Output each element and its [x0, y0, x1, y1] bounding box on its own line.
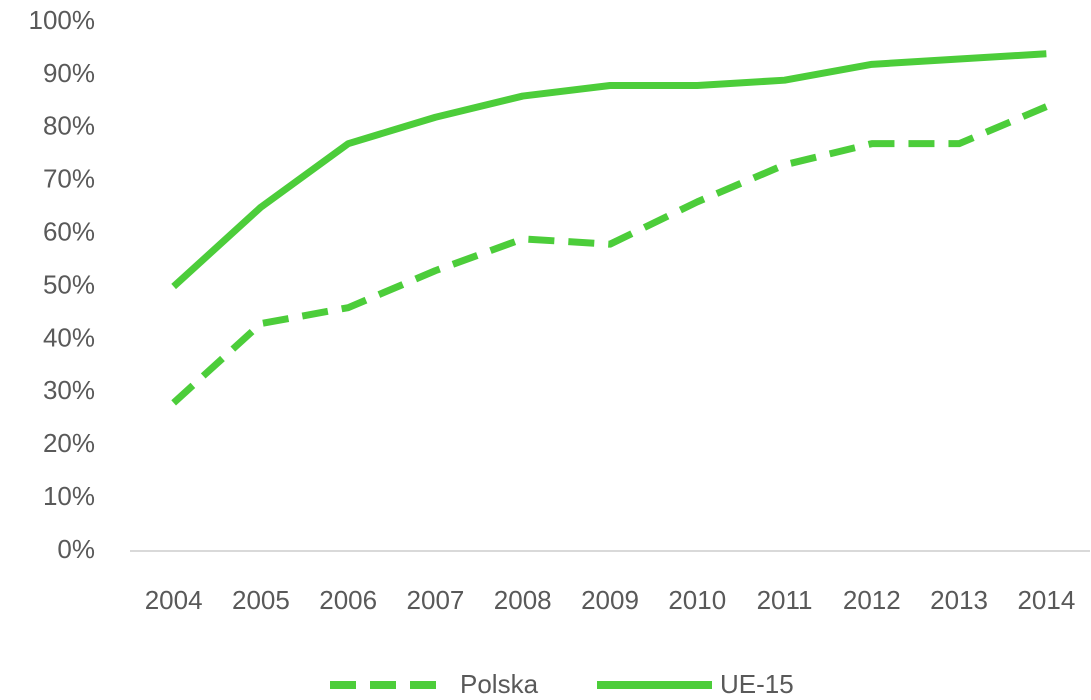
y-tick-label: 50% [43, 269, 95, 299]
x-tick-label: 2013 [930, 585, 988, 615]
y-tick-label: 90% [43, 58, 95, 88]
y-tick-label: 10% [43, 481, 95, 511]
y-tick-label: 0% [57, 534, 95, 564]
y-tick-label: 20% [43, 428, 95, 458]
x-tick-label: 2010 [668, 585, 726, 615]
x-tick-label: 2014 [1017, 585, 1075, 615]
legend-label: Polska [460, 669, 539, 699]
x-tick-label: 2007 [407, 585, 465, 615]
y-tick-label: 30% [43, 375, 95, 405]
line-series [171, 50, 1047, 290]
x-tick-label: 2011 [757, 585, 813, 615]
line-series [171, 103, 1048, 406]
x-tick-label: 2006 [319, 585, 377, 615]
x-tick-label: 2012 [843, 585, 901, 615]
legend-label: UE-15 [720, 669, 794, 699]
y-tick-label: 70% [43, 164, 95, 194]
y-tick-label: 80% [43, 111, 95, 141]
x-tick-label: 2009 [581, 585, 639, 615]
x-tick-label: 2005 [232, 585, 290, 615]
y-tick-label: 100% [29, 5, 96, 35]
x-tick-label: 2008 [494, 585, 552, 615]
y-tick-label: 40% [43, 322, 95, 352]
y-tick-label: 60% [43, 216, 95, 246]
x-tick-label: 2004 [145, 585, 203, 615]
